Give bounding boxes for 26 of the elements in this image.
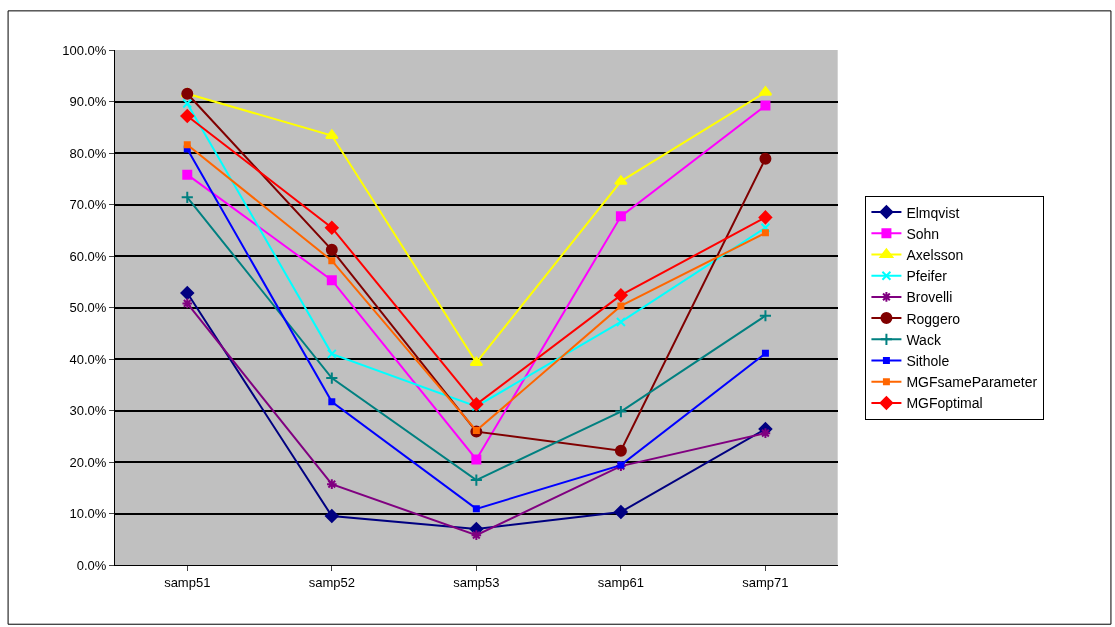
y-tick-label: 100.0%: [62, 42, 107, 58]
y-tick-label: 60.0%: [69, 248, 107, 264]
y-tick-label: 20.0%: [69, 454, 107, 470]
legend-label: Wack: [906, 331, 942, 348]
legend-label: Brovelli: [906, 289, 953, 306]
legend-label: Roggero: [906, 310, 961, 327]
legend-label: Sithole: [906, 352, 950, 369]
legend-label: MGFoptimal: [906, 395, 983, 412]
legend-label: Pfeifer: [906, 268, 948, 285]
y-tick-label: 40.0%: [69, 351, 107, 367]
x-tick-label: samp51: [164, 574, 211, 590]
legend-label: MGFsameParameter: [906, 374, 1038, 391]
y-tick-label: 10.0%: [69, 506, 107, 522]
x-tick-label: samp61: [597, 574, 645, 590]
x-tick-label: samp52: [308, 574, 355, 590]
y-tick-label: 70.0%: [69, 197, 107, 213]
legend-label: Axelsson: [906, 246, 964, 263]
legend-label: Sohn: [906, 225, 940, 242]
y-tick-label: 80.0%: [69, 145, 107, 161]
x-tick-label: samp71: [742, 574, 789, 590]
y-tick-label: 0.0%: [76, 557, 107, 573]
y-tick-label: 30.0%: [69, 403, 107, 419]
y-tick-label: 50.0%: [69, 300, 107, 316]
legend-label: Elmqvist: [906, 204, 960, 221]
y-tick-label: 90.0%: [69, 94, 107, 110]
x-tick-label: samp53: [453, 574, 500, 590]
